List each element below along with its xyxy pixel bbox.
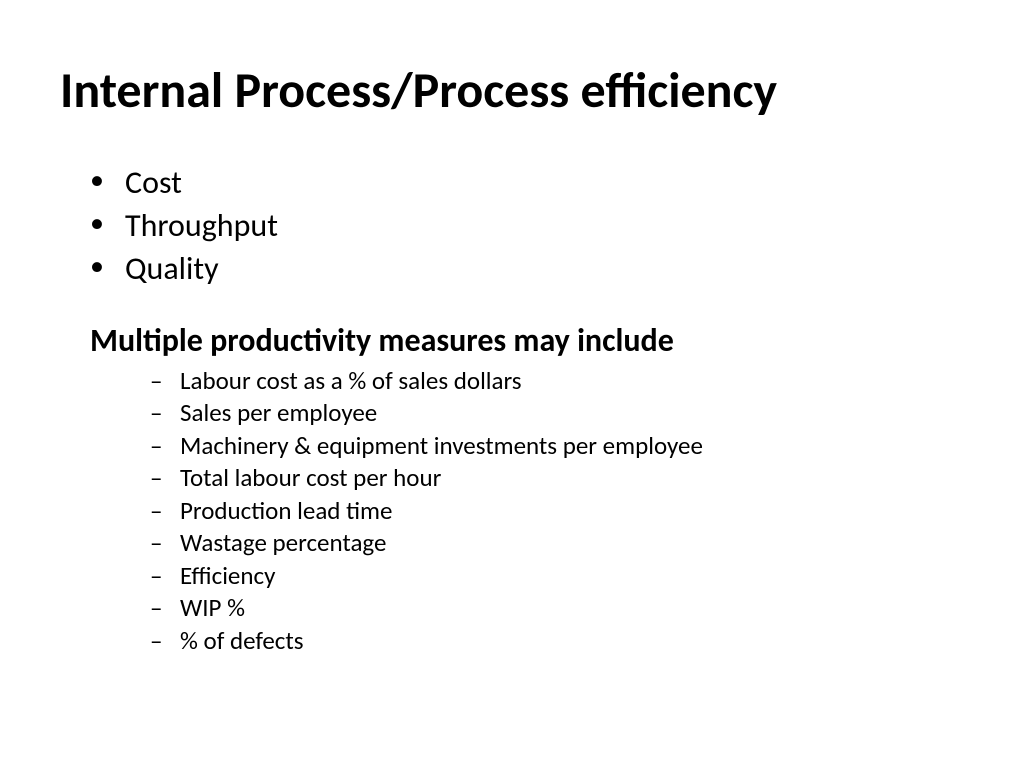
list-item: Quality	[90, 247, 964, 290]
list-item: Labour cost as a % of sales dollars	[150, 365, 964, 398]
list-item: Total labour cost per hour	[150, 462, 964, 495]
list-item: Wastage percentage	[150, 527, 964, 560]
main-bullet-list: Cost Throughput Quality	[90, 161, 964, 291]
sub-bullet-list: Labour cost as a % of sales dollars Sale…	[150, 365, 964, 658]
list-item: Machinery & equipment investments per em…	[150, 430, 964, 463]
slide-title: Internal Process/Process efficiency	[60, 60, 964, 121]
list-item: Efficiency	[150, 560, 964, 593]
list-item: Sales per employee	[150, 397, 964, 430]
section-subtitle: Multiple productivity measures may inclu…	[90, 321, 964, 360]
list-item: WIP %	[150, 592, 964, 625]
list-item: % of defects	[150, 625, 964, 658]
list-item: Cost	[90, 161, 964, 204]
list-item: Production lead time	[150, 495, 964, 528]
list-item: Throughput	[90, 204, 964, 247]
